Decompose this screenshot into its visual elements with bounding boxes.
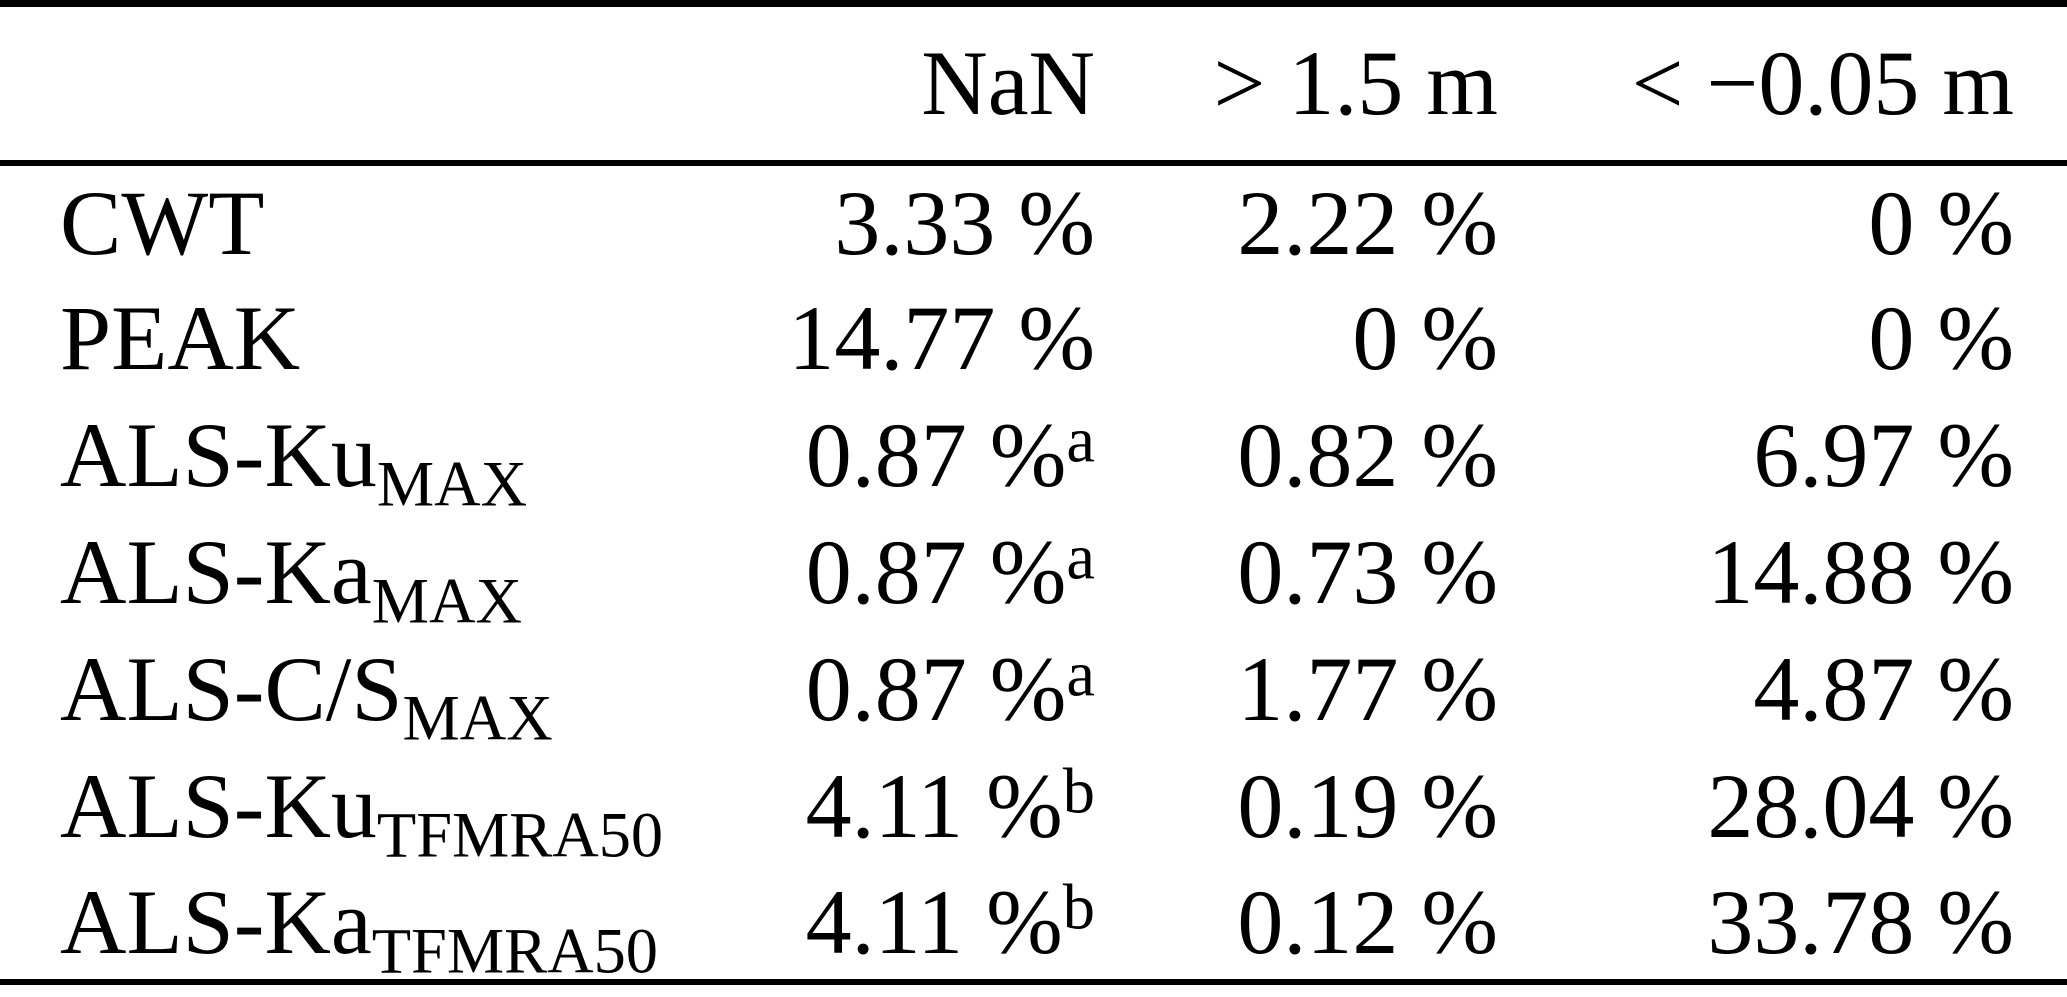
- cell-value: 33.78 %: [1707, 870, 2014, 973]
- cell-value: 0.82 %: [1237, 404, 1498, 506]
- cell-value: 0.19 %: [1237, 755, 1498, 857]
- cell-lt: 0 %: [1498, 163, 2067, 280]
- column-header-gt-1.5m: > 1.5 m: [1213, 32, 1498, 135]
- cell-nan: 4.11 %b: [600, 748, 1095, 865]
- table-row-als-cs-max: ALS-C/SMAX 0.87 %a 1.77 % 4.87 %: [0, 631, 2067, 750]
- cell-value: 0 %: [1868, 171, 2014, 274]
- row-label-base: PEAK: [60, 287, 301, 389]
- cell-value: 0.12 %: [1237, 870, 1498, 973]
- cell-lt: 6.97 %: [1498, 397, 2067, 514]
- cell-lt: 0 %: [1498, 280, 2067, 397]
- row-label: ALS-KuMAX: [0, 397, 600, 516]
- row-label: ALS-C/SMAX: [0, 631, 600, 750]
- table-row-cwt: CWT 3.33 % 2.22 % 0 %: [0, 163, 2067, 280]
- cell-gt: 0.82 %: [1095, 397, 1498, 514]
- table-row-als-ka-max: ALS-KaMAX 0.87 %a 0.73 % 14.88 %: [0, 514, 2067, 633]
- table-body: CWT 3.33 % 2.22 % 0 % PEAK 14.77 % 0 % 0…: [0, 163, 2067, 983]
- cell-value: 4.87 %: [1753, 638, 2014, 740]
- cell-nan: 0.87 %a: [600, 631, 1095, 748]
- row-label-base: ALS-Ku: [60, 404, 377, 506]
- cell-lt: 4.87 %: [1498, 631, 2067, 748]
- cell-gt: 0.19 %: [1095, 748, 1498, 865]
- cell-value: 28.04 %: [1707, 755, 2014, 857]
- cell-value: 0.87 %: [805, 404, 1067, 506]
- cell-value: 0.87 %: [805, 521, 1067, 623]
- cell-nan: 0.87 %a: [600, 397, 1095, 514]
- cell-value: 0 %: [1352, 287, 1498, 389]
- cell-gt: 0.12 %: [1095, 865, 1498, 982]
- cell-value: 0.87 %: [805, 638, 1067, 740]
- row-label-subscript: MAX: [376, 448, 528, 520]
- cell-nan: 14.77 %: [600, 280, 1095, 397]
- footnote-marker: b: [1062, 871, 1095, 943]
- footnote-marker: a: [1066, 521, 1095, 593]
- cell-gt: 0 %: [1095, 280, 1498, 397]
- column-header-lt-neg0.05m: < −0.05 m: [1631, 32, 2014, 135]
- cell-lt: 33.78 %: [1498, 865, 2067, 982]
- row-label-base: ALS-Ka: [60, 521, 372, 623]
- row-label-subscript: MAX: [371, 565, 522, 637]
- row-label-subscript: TFMRA50: [371, 914, 658, 986]
- cell-value: 1.77 %: [1237, 638, 1498, 740]
- cell-value: 3.33 %: [834, 171, 1095, 274]
- column-header-empty: [0, 4, 600, 163]
- cell-nan: 0.87 %a: [600, 514, 1095, 631]
- row-label: CWT: [0, 163, 600, 280]
- cell-value: 0 %: [1868, 287, 2014, 389]
- row-label-base: ALS-Ka: [60, 870, 372, 973]
- footnote-marker: b: [1062, 755, 1095, 827]
- cell-gt: 0.73 %: [1095, 514, 1498, 631]
- table-row-als-ka-tfmra50: ALS-KaTFMRA50 4.11 %b 0.12 % 33.78 %: [0, 865, 2067, 983]
- row-label-base: ALS-Ku: [60, 755, 377, 857]
- row-label: PEAK: [0, 280, 600, 397]
- footnote-marker: a: [1066, 404, 1095, 476]
- table-row-als-ku-max: ALS-KuMAX 0.87 %a 0.82 % 6.97 %: [0, 397, 2067, 516]
- cell-lt: 28.04 %: [1498, 748, 2067, 865]
- cell-value: 0.73 %: [1237, 521, 1498, 623]
- cell-value: 6.97 %: [1753, 404, 2014, 506]
- row-label-subscript: TFMRA50: [376, 799, 664, 871]
- row-label: ALS-KaMAX: [0, 514, 600, 633]
- row-label-subscript: MAX: [402, 682, 553, 754]
- cell-gt: 2.22 %: [1095, 163, 1498, 280]
- cell-lt: 14.88 %: [1498, 514, 2067, 631]
- row-label: ALS-KaTFMRA50: [0, 865, 658, 983]
- cell-nan: 4.11 %b: [600, 865, 1095, 982]
- cell-value: 14.88 %: [1707, 521, 2014, 623]
- row-label-base: CWT: [60, 171, 265, 274]
- cell-value: 2.22 %: [1237, 171, 1498, 274]
- cell-value: 4.11 %: [805, 870, 1063, 973]
- footnote-marker: a: [1066, 638, 1095, 710]
- table-row-als-ku-tfmra50: ALS-KuTFMRA50 4.11 %b 0.19 % 28.04 %: [0, 748, 2067, 867]
- cell-value: 14.77 %: [788, 287, 1095, 389]
- table-row-peak: PEAK 14.77 % 0 % 0 %: [0, 280, 2067, 397]
- column-header-nan: NaN: [921, 32, 1095, 135]
- cell-nan: 3.33 %: [600, 163, 1095, 280]
- cell-gt: 1.77 %: [1095, 631, 1498, 748]
- row-label: ALS-KuTFMRA50: [0, 748, 663, 867]
- cell-value: 4.11 %: [805, 755, 1063, 857]
- table-header: NaN > 1.5 m < −0.05 m: [0, 4, 2067, 163]
- header-row: NaN > 1.5 m < −0.05 m: [0, 4, 2067, 163]
- row-label-base: ALS-C/S: [60, 638, 403, 740]
